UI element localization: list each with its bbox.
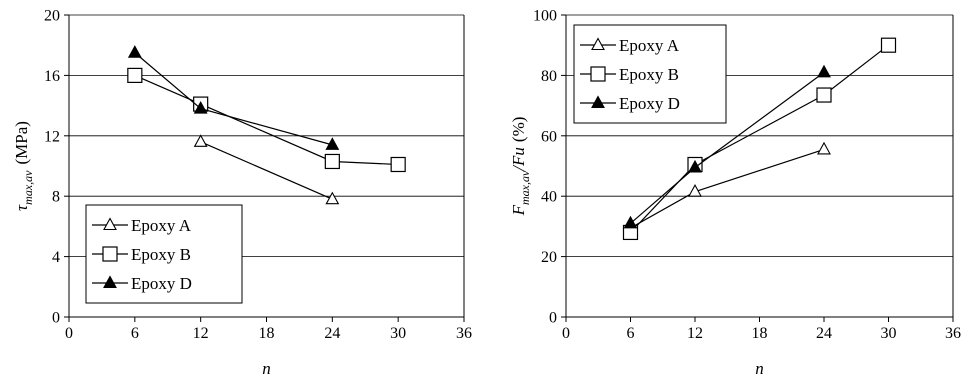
data-point: [324, 153, 340, 170]
legend-marker: [102, 246, 118, 262]
y-axis-label-unit: (%): [509, 117, 528, 142]
legend: Epoxy A Epoxy B Epoxy D: [85, 204, 243, 304]
y-axis-label: Fmax,av/Fu (%): [509, 117, 532, 217]
data-point: [816, 87, 832, 103]
legend-marker: [591, 95, 605, 109]
legend-label: Epoxy B: [131, 245, 191, 264]
series-line-2: [134, 74, 399, 166]
x-tick-label: 18: [752, 325, 768, 342]
x-tick-label: 12: [687, 325, 703, 342]
y-tick-label: 80: [541, 68, 557, 85]
y-tick-label: 0: [549, 310, 557, 327]
data-point: [688, 159, 702, 173]
x-tick-label: 36: [456, 325, 472, 342]
y-tick-label: 40: [541, 189, 557, 206]
x-tick-label: 24: [324, 325, 340, 342]
y-tick-label: 12: [44, 128, 60, 145]
legend-marker: [590, 66, 606, 82]
y-axis-label-main: F: [509, 204, 528, 216]
data-point: [688, 184, 702, 197]
y-axis-label: τmax,av (MPa): [12, 121, 35, 211]
x-tick-label: 12: [193, 325, 209, 342]
legend-marker: [591, 37, 605, 51]
x-tick-label: 36: [945, 325, 961, 342]
legend-marker: [103, 217, 117, 231]
y-tick-label: 20: [44, 8, 60, 25]
legend-label: Epoxy D: [131, 274, 192, 293]
y-tick-label: 60: [541, 128, 557, 145]
data-point: [390, 156, 406, 173]
y-tick-label: 0: [52, 310, 60, 327]
y-tick-label: 100: [533, 8, 557, 25]
x-tick-label: 6: [627, 325, 635, 342]
y-tick-label: 4: [52, 249, 60, 266]
x-axis-label: n: [262, 359, 271, 378]
x-tick-label: 30: [390, 325, 406, 342]
series-line-1: [200, 141, 333, 200]
data-point: [623, 215, 638, 229]
y-tick-label: 20: [541, 249, 557, 266]
y-axis-label-subscript: max,av: [518, 170, 532, 205]
x-tick-label: 18: [259, 325, 275, 342]
x-tick-label: 24: [816, 325, 832, 342]
data-point: [127, 45, 142, 58]
legend-label: Epoxy D: [619, 94, 680, 113]
y-axis-label-unit: (MPa): [12, 121, 31, 164]
x-tick-label: 6: [131, 325, 139, 342]
x-axis-label: n: [755, 359, 764, 378]
x-tick-label: 0: [65, 325, 73, 342]
chart-panel-2: 0 20 40 60 80 100 0 6 12 18 24 30 36 n Fmax,av/Fu (%) Ep…: [509, 8, 961, 379]
data-point: [127, 67, 143, 84]
legend-label: Epoxy B: [619, 65, 679, 84]
data-point: [817, 64, 831, 78]
legend-marker: [103, 275, 117, 289]
series-line-1: [630, 148, 825, 229]
x-tick-label: 0: [562, 325, 570, 342]
data-point: [325, 191, 340, 205]
data-point: [325, 137, 340, 150]
series-line-2: [630, 44, 889, 233]
data-point: [193, 100, 208, 114]
data-point: [880, 37, 897, 53]
legend-label: Epoxy A: [619, 36, 680, 55]
y-axis-label-subscript: max,av: [21, 170, 35, 205]
y-tick-label: 8: [52, 189, 60, 206]
legend-label: Epoxy A: [131, 216, 192, 235]
data-point: [193, 134, 208, 147]
y-tick-label: 16: [44, 68, 60, 85]
y-axis-label-rest: /Fu: [509, 147, 528, 172]
series-line-3: [134, 52, 333, 146]
data-point: [817, 141, 831, 155]
chart-panel-1: 0 4 8 12 16 20 0 6 12 18 24 30 36 n τmax,av (MPa) Epoxy …: [12, 8, 472, 379]
x-tick-label: 30: [881, 325, 897, 342]
y-axis-label-main: τ: [12, 204, 31, 211]
legend: Epoxy A Epoxy B Epoxy D: [573, 24, 727, 124]
